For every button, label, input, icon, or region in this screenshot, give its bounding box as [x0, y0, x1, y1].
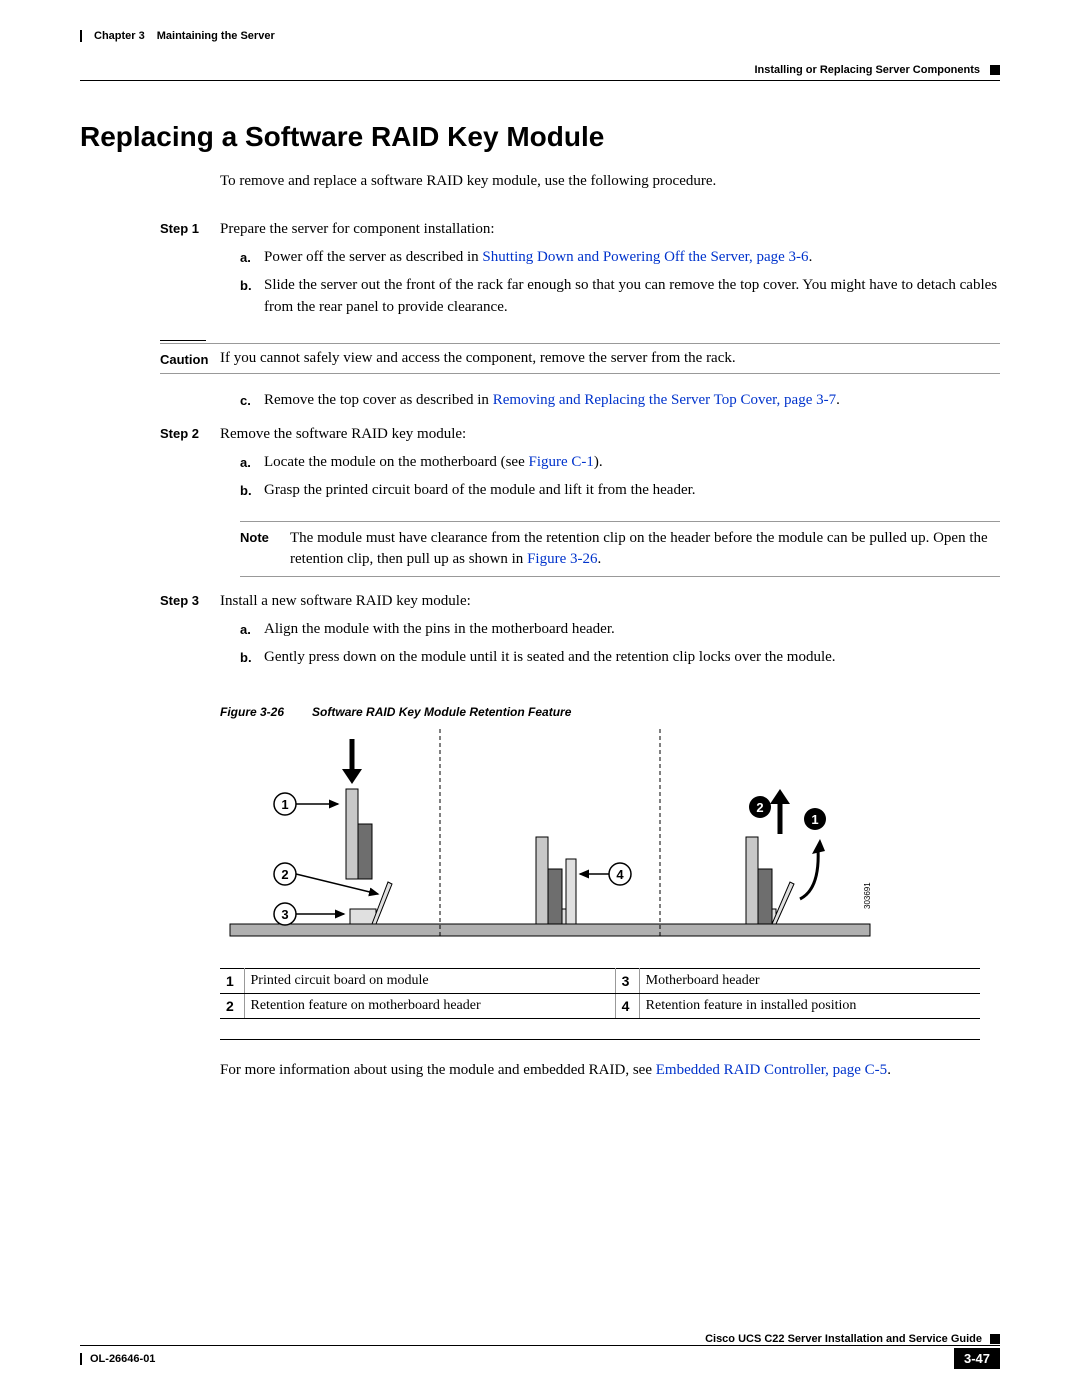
step2-a: Locate the module on the motherboard (se…: [264, 452, 1000, 474]
svg-text:2: 2: [756, 800, 763, 815]
step1-a: Power off the server as described in Shu…: [264, 247, 1000, 269]
caution-text: If you cannot safely view and access the…: [220, 350, 1000, 367]
list-marker: b.: [240, 647, 264, 669]
step-1: Step 1 Prepare the server for component …: [160, 219, 1000, 324]
step-text: Install a new software RAID key module:: [220, 591, 1000, 613]
figure-diagram: 1 2 3 4 2 1 303691: [220, 729, 1000, 954]
step2-b: Grasp the printed circuit board of the m…: [264, 480, 1000, 502]
caution-block: Caution If you cannot safely view and ac…: [160, 340, 1000, 374]
svg-text:3: 3: [281, 907, 288, 922]
list-marker: a.: [240, 452, 264, 474]
callout-text: Motherboard header: [639, 968, 980, 993]
note-text: The module must have clearance from the …: [290, 528, 1000, 570]
page-footer: Cisco UCS C22 Server Installation and Se…: [80, 1333, 1000, 1369]
step-text: Remove the software RAID key module:: [220, 424, 1000, 446]
link-fig326[interactable]: Figure 3-26: [527, 551, 597, 567]
footer-bar-icon: [80, 1353, 82, 1365]
link-shutdown[interactable]: Shutting Down and Powering Off the Serve…: [482, 249, 808, 265]
step-label: Step 1: [160, 219, 220, 324]
figure-caption: Figure 3-26Software RAID Key Module Rete…: [220, 705, 1000, 719]
chapter-number: Chapter 3: [94, 30, 145, 42]
page-number: 3-47: [954, 1348, 1000, 1369]
step1-c: Remove the top cover as described in Rem…: [264, 390, 1000, 412]
footer-title: Cisco UCS C22 Server Installation and Se…: [80, 1333, 982, 1345]
callout-num: 1: [220, 968, 244, 993]
link-embedded-raid[interactable]: Embedded RAID Controller, page C-5: [656, 1062, 887, 1078]
intro-text: To remove and replace a software RAID ke…: [220, 171, 1000, 191]
chapter-title: Maintaining the Server: [157, 30, 275, 42]
callout-num: 4: [615, 993, 639, 1018]
callout-text: Printed circuit board on module: [244, 968, 615, 993]
image-id: 303691: [863, 881, 872, 908]
page-header: Chapter 3 Maintaining the Server: [80, 30, 1000, 42]
step-label: Step 2: [160, 424, 220, 507]
header-bar-icon: [80, 30, 82, 42]
step3-b: Gently press down on the module until it…: [264, 647, 1000, 669]
svg-text:1: 1: [281, 797, 288, 812]
step-2: Step 2 Remove the software RAID key modu…: [160, 424, 1000, 507]
callout-num: 3: [615, 968, 639, 993]
page-title: Replacing a Software RAID Key Module: [80, 121, 1000, 153]
callout-table: 1 Printed circuit board on module 3 Moth…: [220, 968, 980, 1019]
step-label: Step 3: [160, 591, 220, 674]
header-square-icon: [990, 65, 1000, 75]
link-topcover[interactable]: Removing and Replacing the Server Top Co…: [493, 392, 836, 408]
svg-text:2: 2: [281, 867, 288, 882]
footer-square-icon: [990, 1334, 1000, 1344]
list-marker: c.: [240, 390, 264, 412]
list-marker: b.: [240, 275, 264, 319]
list-marker: a.: [240, 619, 264, 641]
list-marker: a.: [240, 247, 264, 269]
section-title: Installing or Replacing Server Component…: [754, 64, 980, 76]
step-3: Step 3 Install a new software RAID key m…: [160, 591, 1000, 674]
callout-text: Retention feature in installed position: [639, 993, 980, 1018]
separator-rule: [220, 1039, 980, 1040]
step-text: Prepare the server for component install…: [220, 219, 1000, 241]
callout-num: 2: [220, 993, 244, 1018]
step3-a: Align the module with the pins in the mo…: [264, 619, 1000, 641]
svg-text:4: 4: [616, 867, 624, 882]
header-rule: [80, 80, 1000, 81]
note-label: Note: [240, 528, 290, 570]
link-figc1[interactable]: Figure C-1: [529, 454, 594, 470]
caution-label: Caution: [160, 350, 220, 367]
note-block: Note The module must have clearance from…: [240, 521, 1000, 577]
step1-b: Slide the server out the front of the ra…: [264, 275, 1000, 319]
list-marker: b.: [240, 480, 264, 502]
callout-text: Retention feature on motherboard header: [244, 993, 615, 1018]
doc-id: OL-26646-01: [90, 1353, 155, 1365]
more-info: For more information about using the mod…: [220, 1060, 1000, 1081]
svg-text:1: 1: [811, 812, 818, 827]
